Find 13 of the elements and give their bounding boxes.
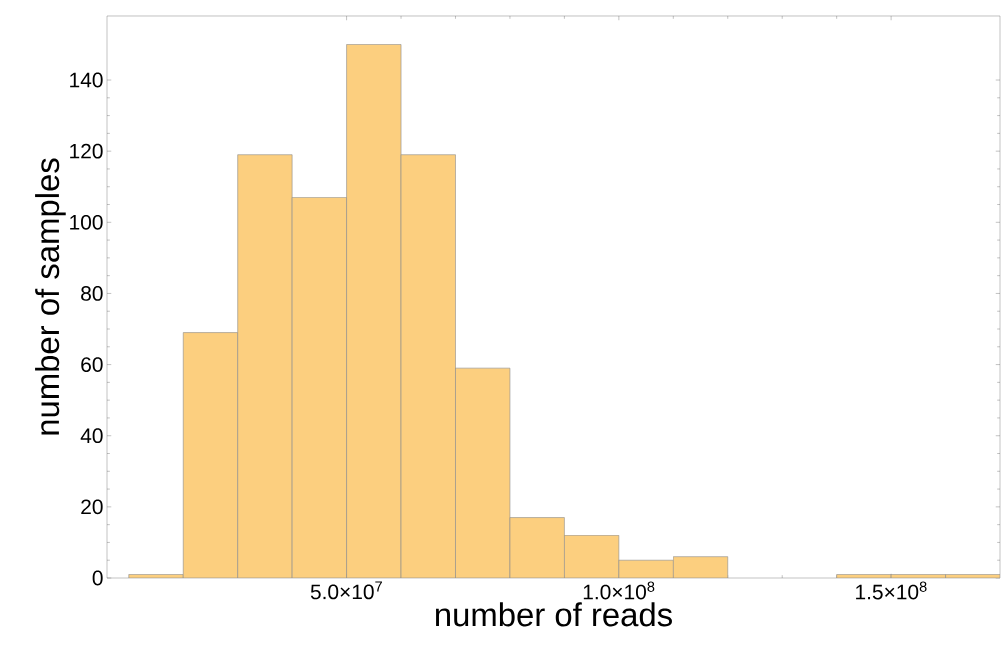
x-tick-label: 5.0×10$^{7}$ [310, 581, 382, 600]
y-tick-label: 60 [81, 357, 103, 372]
x-tick-label: 1.5×10$^{8}$ [856, 581, 927, 600]
y-tick-label: 120 [70, 143, 103, 159]
y-tick-label: 40 [80, 428, 103, 444]
y-tick-label: 0 [92, 570, 103, 586]
y-tick-label: 80 [81, 286, 103, 301]
x-tick-label: 1.0×10$^{8}$ [583, 581, 655, 600]
y-axis-title: number of samples [35, 158, 66, 435]
x-axis-title: number of reads [435, 602, 672, 627]
y-tick-label: 140 [70, 72, 103, 88]
y-tick-label: 20 [81, 499, 103, 515]
y-tick-label: 100 [70, 214, 103, 230]
